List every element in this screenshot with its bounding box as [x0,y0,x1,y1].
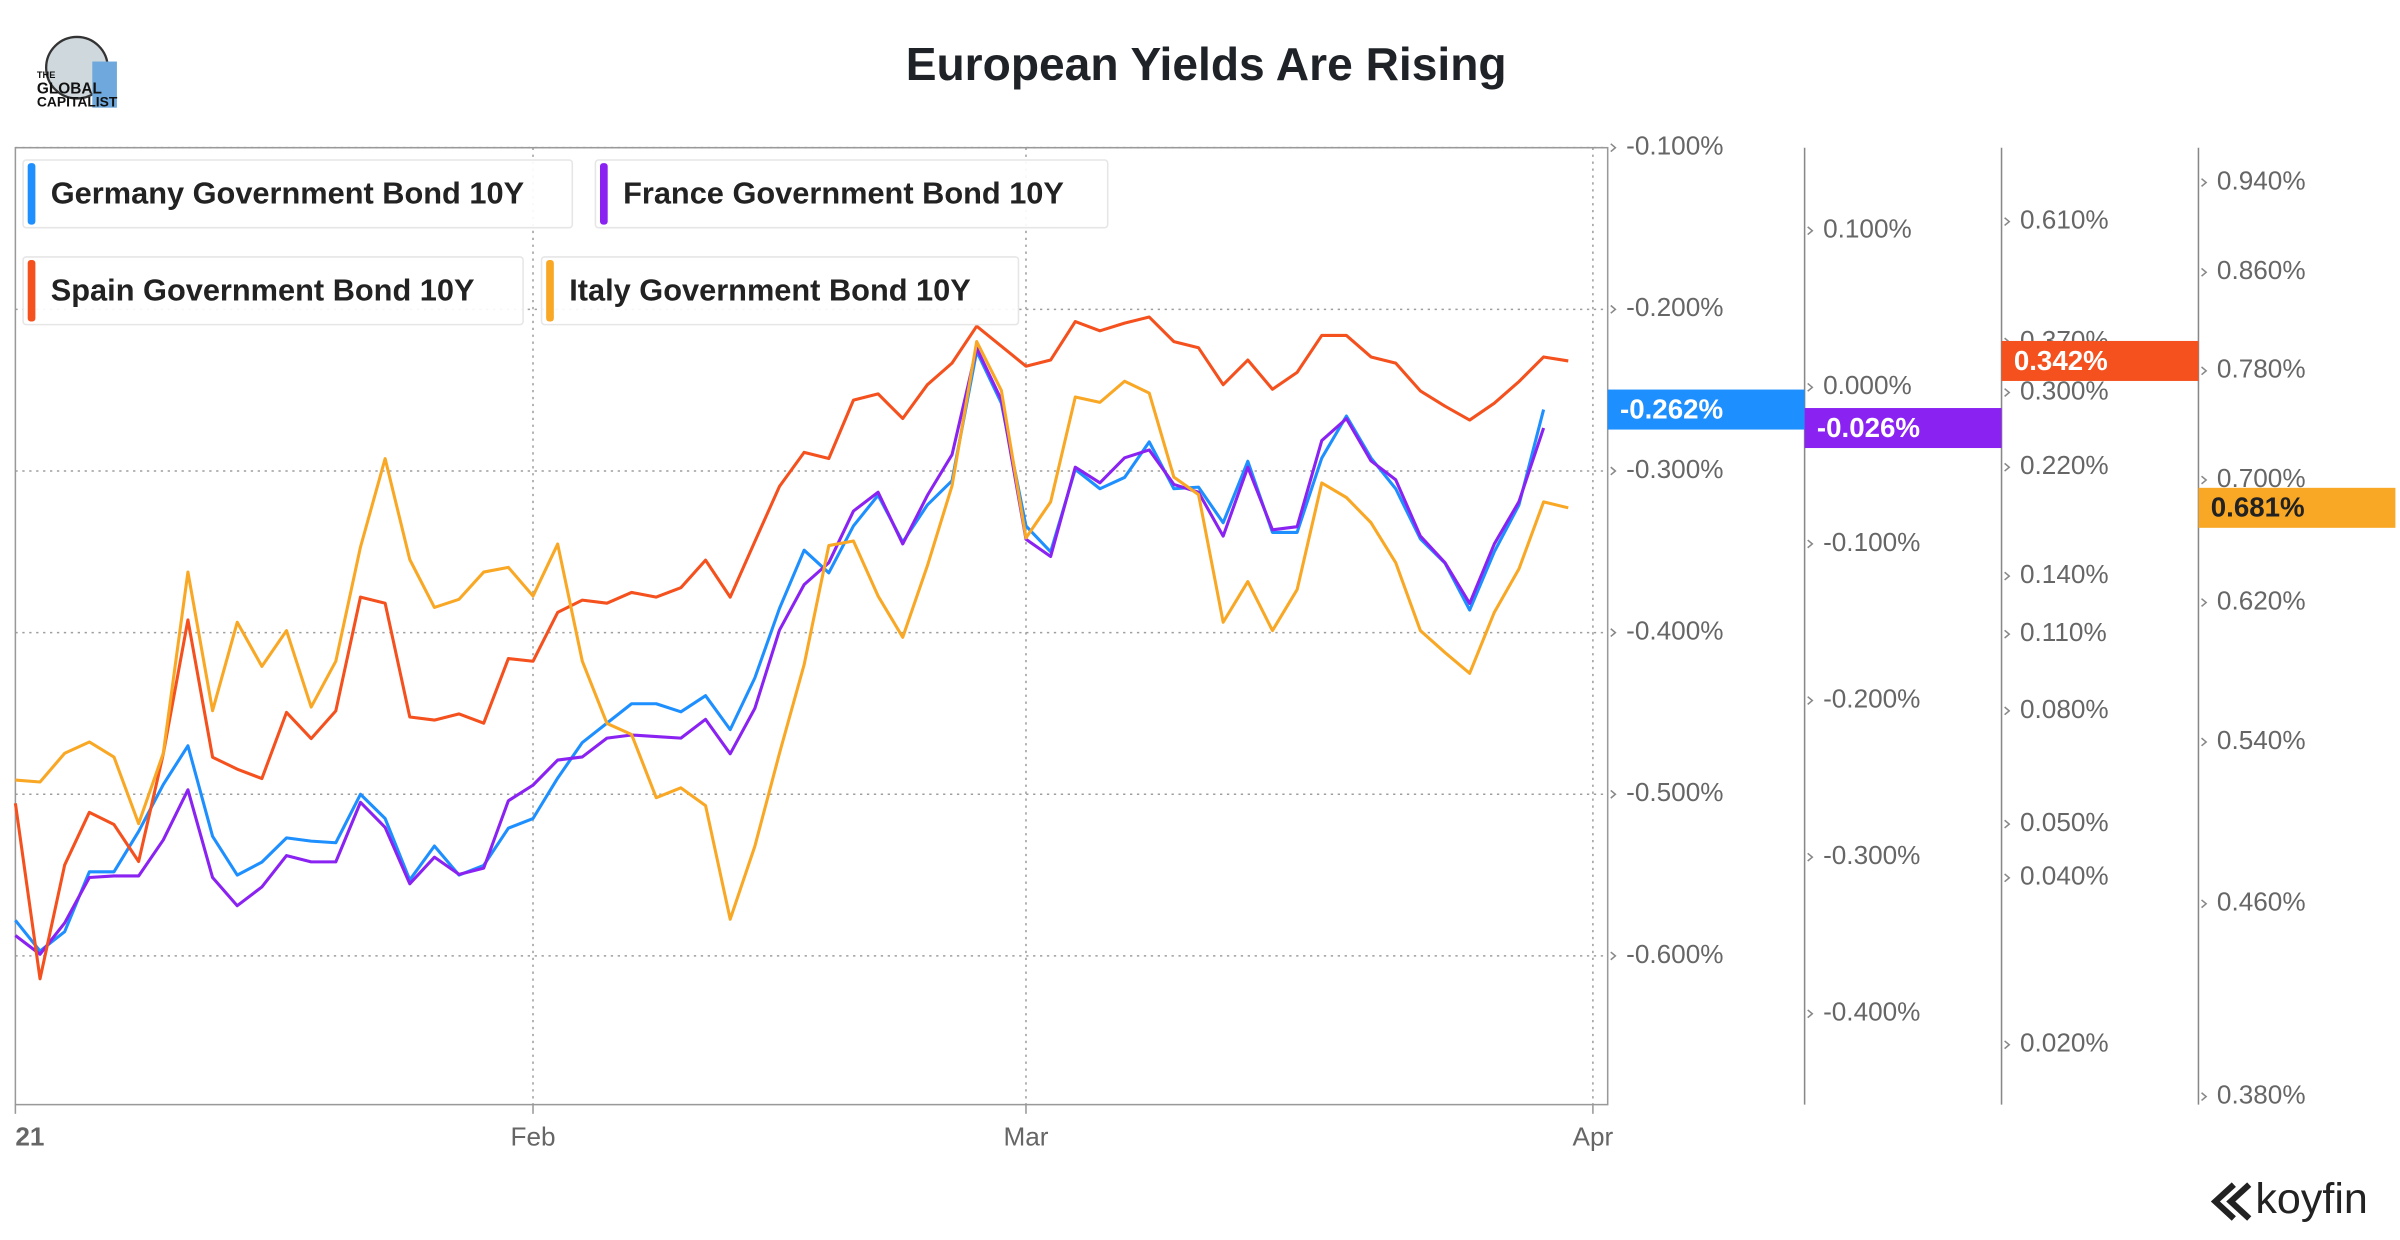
last-value-label: 0.342% [2014,345,2108,376]
y-tick [2201,598,2208,607]
last-value-badge [2001,340,2199,381]
y-tick [2004,217,2011,227]
y-tick [1610,304,1617,314]
y-tick [1807,696,1814,705]
y-tick [2201,267,2208,277]
last-value-label: -0.026% [1817,412,1920,443]
y-tick-label: 0.020% [2020,1028,2109,1058]
y-tick-label: -0.600% [1626,939,1723,969]
legend-box [540,256,1020,326]
y-tick-label: 0.110% [2020,617,2107,647]
last-value-badge [2198,487,2396,528]
y-tick-label: 0.100% [1823,214,1912,244]
legend-swatch [27,163,36,225]
y-tick-label: -0.500% [1626,777,1723,807]
legend-swatch [546,260,554,322]
y-tick-label: 0.140% [2020,559,2109,589]
y-tick [2201,178,2208,187]
y-tick-label: -0.400% [1626,616,1723,646]
y-tick [1610,789,1617,799]
y-tick-label: 0.610% [2020,204,2109,234]
y-tick [1610,951,1617,961]
y-tick [1610,466,1617,476]
legend-label: Spain Government Bond 10Y [51,272,475,307]
y-tick-label: 0.000% [1823,370,1912,400]
legend-box [594,159,1109,229]
y-tick-label: 0.040% [2020,861,2109,891]
logo-text: THE [37,70,55,80]
y-tick-label: 0.940% [2217,165,2306,195]
y-tick [2004,629,2011,639]
y-tick [2004,388,2011,397]
y-tick [2004,571,2011,581]
logo-bars [92,61,117,108]
brand-text: koyfin [2255,1175,2368,1223]
legend-label: Germany Government Bond 10Y [51,176,525,211]
y-tick-label: 0.050% [2020,807,2109,837]
y-tick [2004,819,2011,829]
brand-icon [2210,1182,2252,1221]
y-tick-label: -0.100% [1626,131,1723,161]
chart-title: European Yields Are Rising [906,38,1507,90]
brand-logo: koyfin [2210,1175,2368,1223]
lines [13,315,1569,981]
logo: THE GLOBAL CAPITALIST [37,35,118,110]
series-line [13,315,1569,981]
legend-box [22,159,574,229]
last-value-label: -0.262% [1620,393,1723,424]
last-value-badge [1607,389,1805,430]
y-tick-label: -0.100% [1823,527,1920,557]
y-tick [2004,1040,2011,1050]
y-tick [2201,1092,2208,1102]
series-line [14,349,1546,953]
series-line [15,339,1569,921]
y-tick [1807,226,1814,236]
last-value-badge [1804,408,2002,449]
y-tick-label: 0.540% [2217,725,2306,755]
logo-text: CAPITALIST [37,94,118,110]
y-tick-label: 0.080% [2020,694,2109,724]
y-tick-label: -0.200% [1626,292,1723,322]
x-tick-label: Feb [510,1121,555,1151]
y-tick-label: 0.460% [2217,887,2306,917]
y-tick-label: 0.620% [2217,585,2306,615]
y-tick [2201,899,2208,909]
y-tick [2201,737,2208,747]
y-tick-label: -0.300% [1626,454,1723,484]
y-tick [2201,366,2208,376]
logo-text: GLOBAL [37,80,102,97]
x-tick-label: Mar [1003,1121,1048,1151]
x-tick-label: Apr [1573,1121,1614,1151]
y-tick [2004,873,2011,883]
legend-swatch [27,260,36,322]
y-tick [2201,475,2208,485]
y-tick [2004,706,2011,716]
y-tick-label: -0.400% [1823,997,1920,1027]
y-tick [1807,1009,1814,1019]
x-tick-label: 21 [15,1121,44,1151]
series-line [14,346,1546,956]
legend-label: Italy Government Bond 10Y [569,272,971,307]
legend-label: France Government Bond 10Y [623,176,1064,211]
y-tick-label: 0.860% [2217,255,2306,285]
y-tick-label: 0.380% [2217,1080,2306,1110]
plot-frame [14,146,1609,1106]
y-tick [1610,143,1617,153]
y-tick [2004,462,2011,472]
y-tick [1610,628,1617,638]
legend: Germany Government Bond 10Y France Govern… [22,159,1109,326]
y-tick-label: -0.300% [1823,840,1920,870]
y-tick [1807,382,1814,392]
legend-swatch [600,163,608,225]
y-tick [1807,852,1814,862]
y-tick [1807,539,1814,549]
y-tick-label: 0.780% [2217,354,2306,384]
last-value-label: 0.681% [2211,492,2305,523]
y-tick-label: -0.200% [1823,683,1920,713]
y-tick-label: 0.220% [2020,450,2109,480]
legend-box [22,256,524,326]
